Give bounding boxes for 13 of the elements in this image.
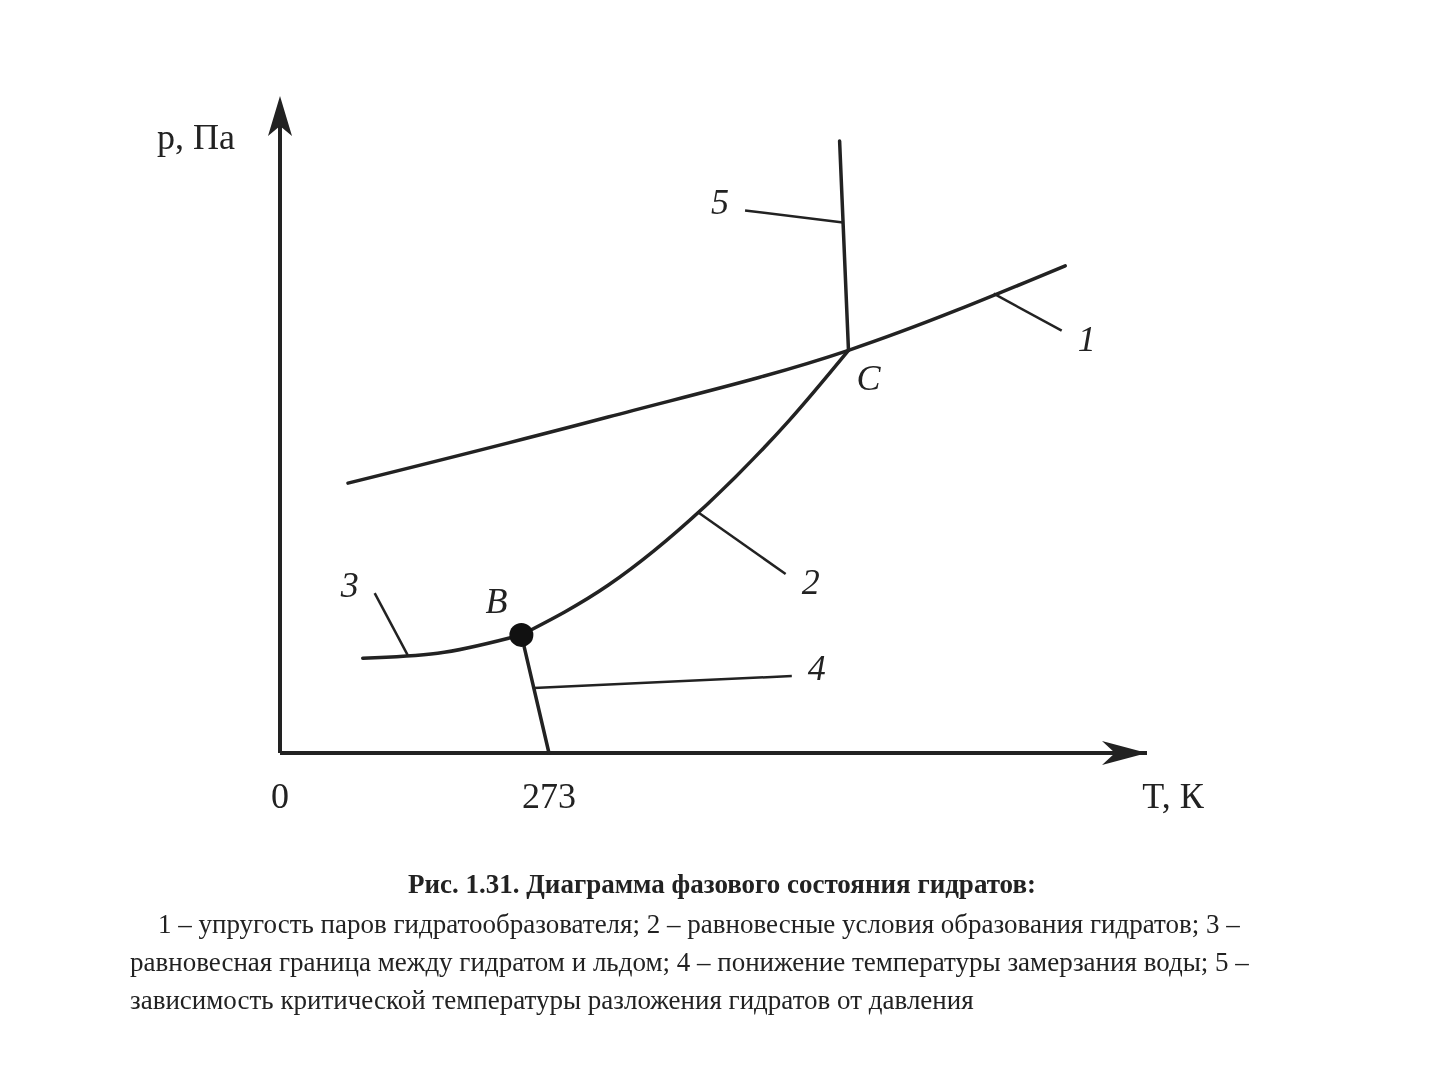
x-axis-title: T, К [1142,776,1205,816]
y-axis-title: p, Па [157,117,236,157]
text: Рис. 1.31. Диаграмма фазового состояния гидратов: [407,869,1037,899]
x-tick-label: 273 [521,776,576,816]
text: 4 [807,648,826,689]
legend-label: 5 [711,182,730,223]
series-label: 3 [339,565,359,606]
annotation: B [485,580,508,621]
text: 2 [801,562,820,603]
text: 1 – упругость паров гидратообразователя; 2 – равновесные условия образования гидратов; 3 – равновесная граница между гидратом и льдом; 4 – понижение температуры замерзания воды; 5 – зависимость критической температуры разложения гидратов от давления [130,909,1250,1015]
annotation: C [856,358,882,399]
series-label: 1 [1077,318,1096,359]
x-tick-label: 0 [271,776,289,816]
